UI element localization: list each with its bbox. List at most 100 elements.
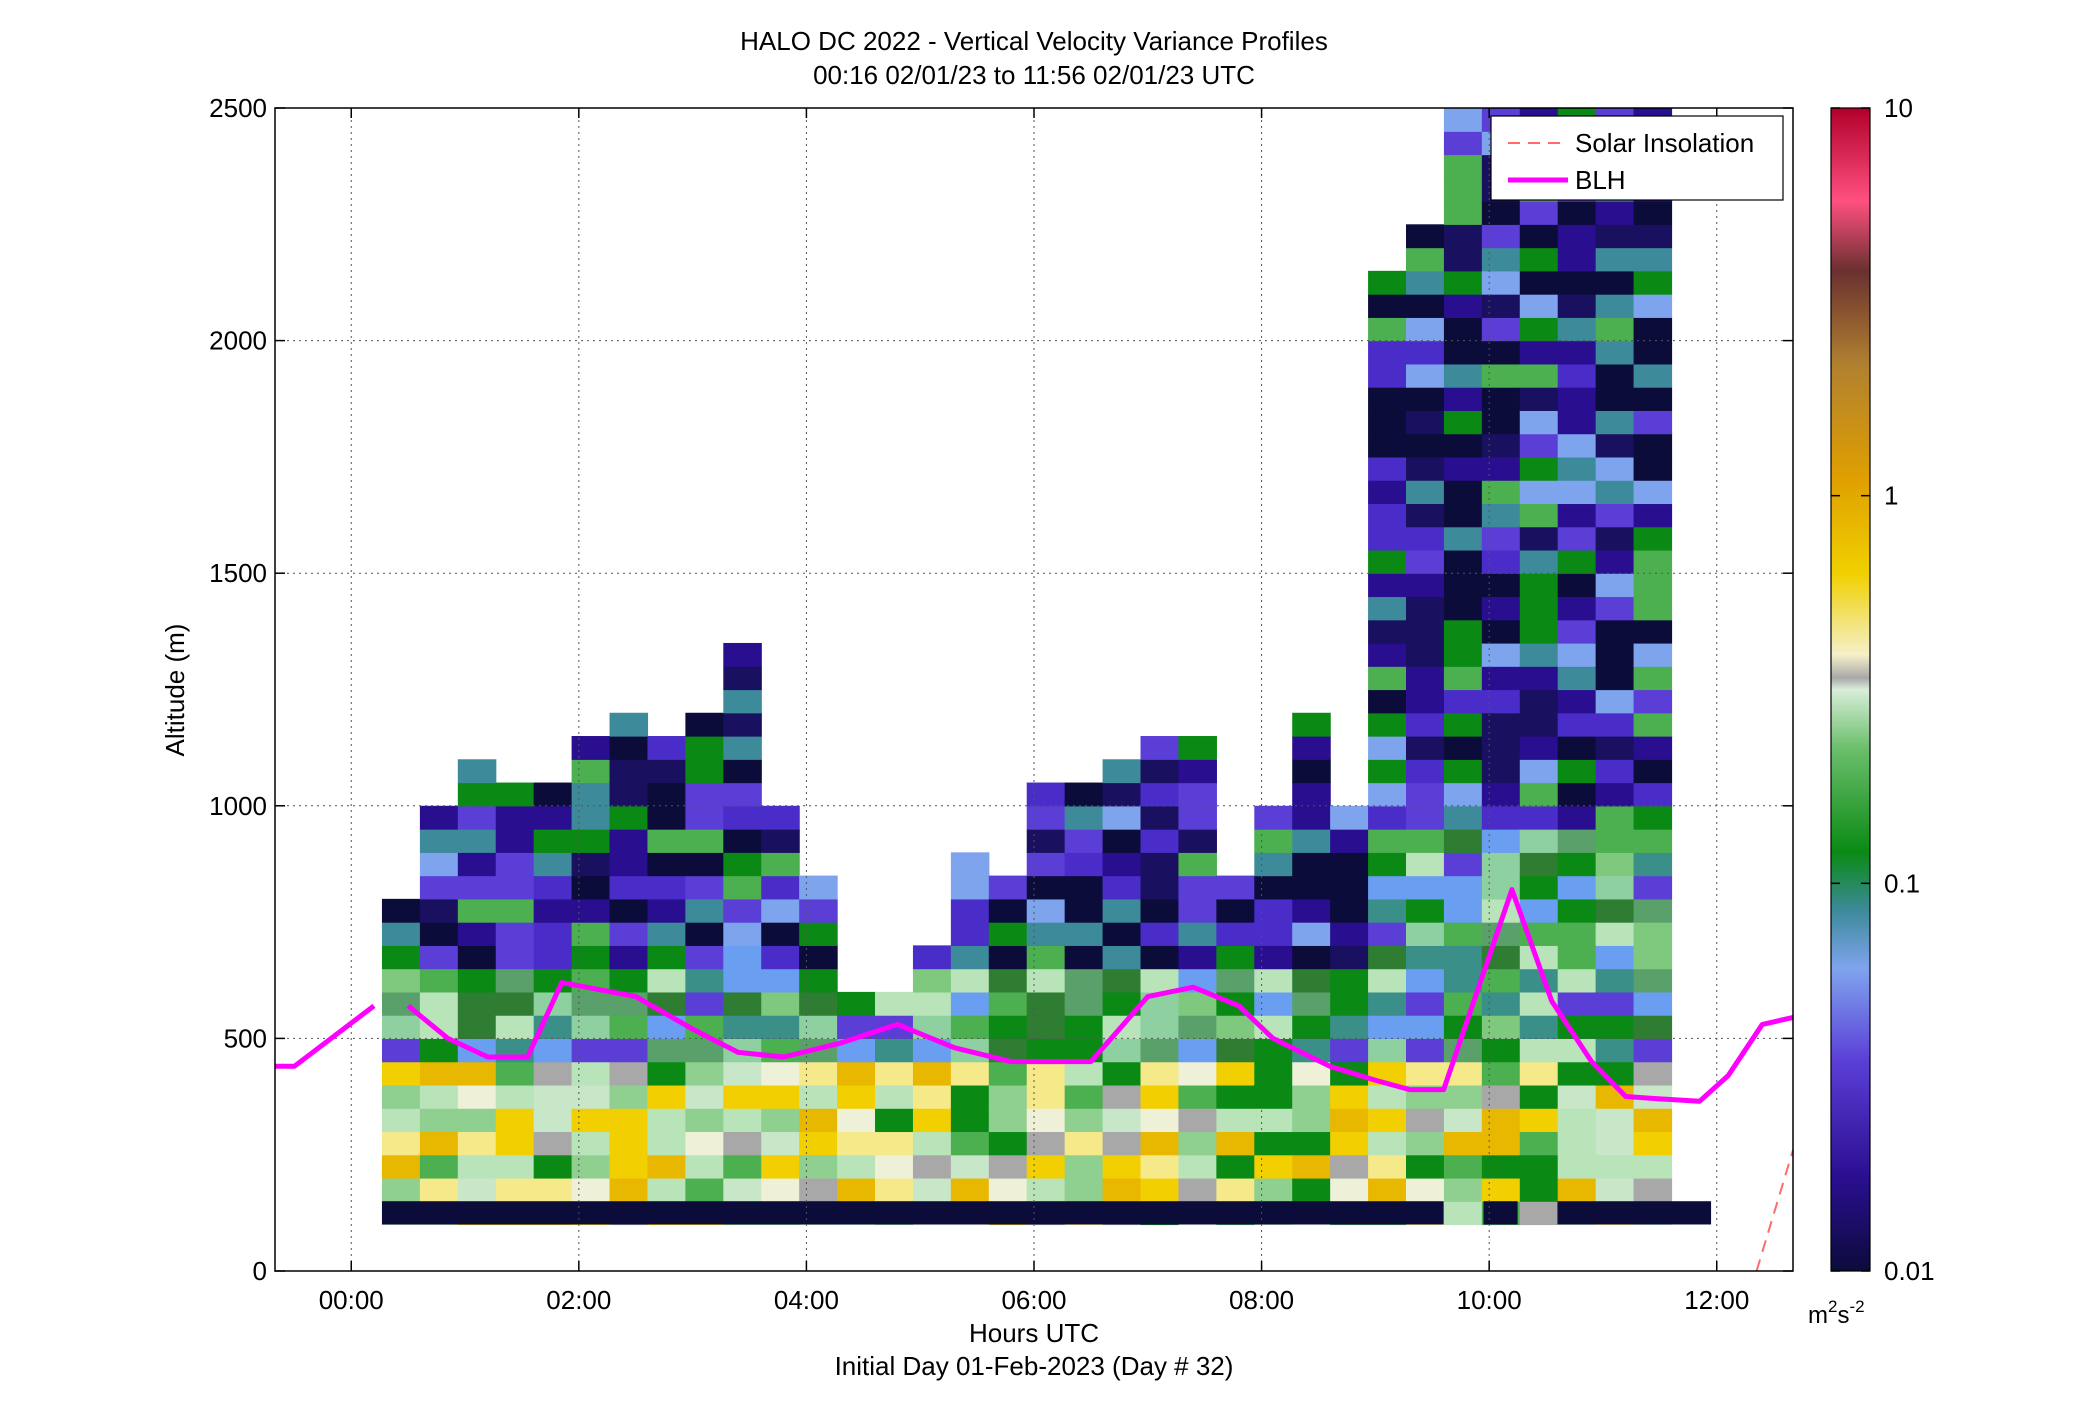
heatmap-cell xyxy=(1481,898,1521,923)
heatmap-cell xyxy=(495,1131,535,1156)
heatmap-cell xyxy=(1178,759,1217,784)
heatmap-cell xyxy=(1595,270,1635,295)
heatmap-cell xyxy=(1178,898,1217,923)
heatmap-cell xyxy=(1368,294,1407,318)
heatmap-cell xyxy=(381,1038,421,1063)
heatmap-cell xyxy=(1178,1061,1217,1086)
y-tick-label: 500 xyxy=(224,1023,267,1053)
heatmap-cell xyxy=(1368,898,1407,923)
heatmap-cell xyxy=(1481,573,1521,598)
heatmap-cell xyxy=(1595,573,1635,598)
heatmap-cell xyxy=(1178,1131,1217,1156)
heatmap-cell xyxy=(1557,224,1597,249)
heatmap-cell xyxy=(1368,433,1407,458)
heatmap-cell xyxy=(1102,875,1142,900)
heatmap-cell xyxy=(1178,875,1217,900)
heatmap-cell xyxy=(1519,736,1559,760)
x-tick-label: 04:00 xyxy=(774,1285,839,1315)
heatmap-cell xyxy=(1633,1131,1673,1156)
heatmap-cell xyxy=(1481,480,1521,505)
heatmap-cell xyxy=(381,922,421,946)
heatmap-cell xyxy=(457,1131,497,1156)
heatmap-cell xyxy=(1330,922,1369,946)
heatmap-cell xyxy=(647,829,686,853)
heatmap-cell xyxy=(495,1177,535,1202)
heatmap-cell xyxy=(1481,247,1521,272)
heatmap-cell xyxy=(1406,922,1445,946)
heatmap-cell xyxy=(609,968,649,993)
heatmap-cell xyxy=(1443,805,1483,830)
heatmap-cell xyxy=(1254,1108,1293,1133)
heatmap-cell xyxy=(1633,736,1673,760)
heatmap-cell xyxy=(761,1154,800,1179)
x-tick-label: 00:00 xyxy=(319,1285,384,1315)
heatmap-cell xyxy=(609,1038,649,1063)
heatmap-cell xyxy=(837,1154,876,1179)
heatmap-cell xyxy=(837,1131,876,1156)
colorbar-units-mid: s xyxy=(1837,1302,1849,1329)
heatmap-cell xyxy=(837,1038,876,1063)
heatmap-cell xyxy=(950,875,990,900)
heatmap-cell xyxy=(1292,1177,1331,1202)
heatmap-cell xyxy=(1633,968,1673,993)
heatmap-cell xyxy=(1368,922,1407,946)
x-axis-sublabel: Initial Day 01-Feb-2023 (Day # 32) xyxy=(835,1351,1234,1381)
heatmap-cell xyxy=(1595,666,1635,691)
heatmap-cell xyxy=(1026,805,1066,830)
heatmap-cell xyxy=(1254,829,1293,853)
heatmap-cell xyxy=(1443,642,1483,667)
heatmap-cell xyxy=(1406,573,1445,598)
heatmap-cell xyxy=(647,922,686,946)
heatmap-cell xyxy=(1406,317,1445,342)
heatmap-cell xyxy=(1140,782,1180,807)
heatmap-cell xyxy=(495,782,535,807)
heatmap-cell xyxy=(1140,1038,1180,1063)
heatmap-cell xyxy=(1557,294,1597,318)
heatmap-cell xyxy=(1140,1061,1180,1086)
heatmap-cell xyxy=(533,852,573,877)
heatmap-cell xyxy=(1406,596,1445,621)
heatmap-cell xyxy=(571,1177,611,1202)
heatmap-cell xyxy=(875,1108,914,1133)
heatmap-cell xyxy=(609,1154,649,1179)
heatmap-cell xyxy=(1254,805,1293,830)
heatmap-cell xyxy=(1443,898,1483,923)
heatmap-cell xyxy=(533,1038,573,1063)
heatmap-cell xyxy=(1519,782,1559,807)
heatmap-cell xyxy=(1481,852,1521,877)
heatmap-cell xyxy=(723,829,762,853)
heatmap-cell xyxy=(1483,1201,1518,1225)
heatmap-cell xyxy=(1519,1177,1559,1202)
heatmap-cell xyxy=(1330,1084,1369,1109)
y-tick-label: 0 xyxy=(253,1256,267,1286)
heatmap-cell xyxy=(1595,1108,1635,1133)
heatmap-cell xyxy=(1519,340,1559,365)
heatmap-cell xyxy=(988,1015,1028,1039)
heatmap-cell xyxy=(1633,456,1673,481)
heatmap-cell xyxy=(1443,433,1483,458)
heatmap-cell xyxy=(533,1154,573,1179)
heatmap-cell xyxy=(1633,1061,1673,1086)
heatmap-cell xyxy=(1140,875,1180,900)
heatmap-cell xyxy=(1519,294,1559,318)
heatmap-cell xyxy=(1292,875,1331,900)
colorbar-units-sup1: 2 xyxy=(1828,1297,1837,1316)
heatmap-cell xyxy=(1633,410,1673,435)
heatmap-cell xyxy=(837,991,876,1016)
heatmap-cell xyxy=(571,991,611,1016)
heatmap-cell xyxy=(1557,619,1597,644)
heatmap-cell xyxy=(1026,782,1066,807)
heatmap-cell xyxy=(1519,1038,1559,1063)
heatmap-cell xyxy=(1406,991,1445,1016)
heatmap-cell xyxy=(1557,1177,1597,1202)
heatmap-cell xyxy=(723,852,762,877)
heatmap-cell xyxy=(1443,526,1483,551)
heatmap-cell xyxy=(1406,526,1445,551)
heatmap-cell xyxy=(723,666,762,691)
heatmap-cell xyxy=(1330,875,1369,900)
heatmap-cell xyxy=(1481,387,1521,411)
heatmap-cell xyxy=(495,1154,535,1179)
heatmap-cell xyxy=(419,829,459,853)
heatmap-cell xyxy=(609,829,649,853)
